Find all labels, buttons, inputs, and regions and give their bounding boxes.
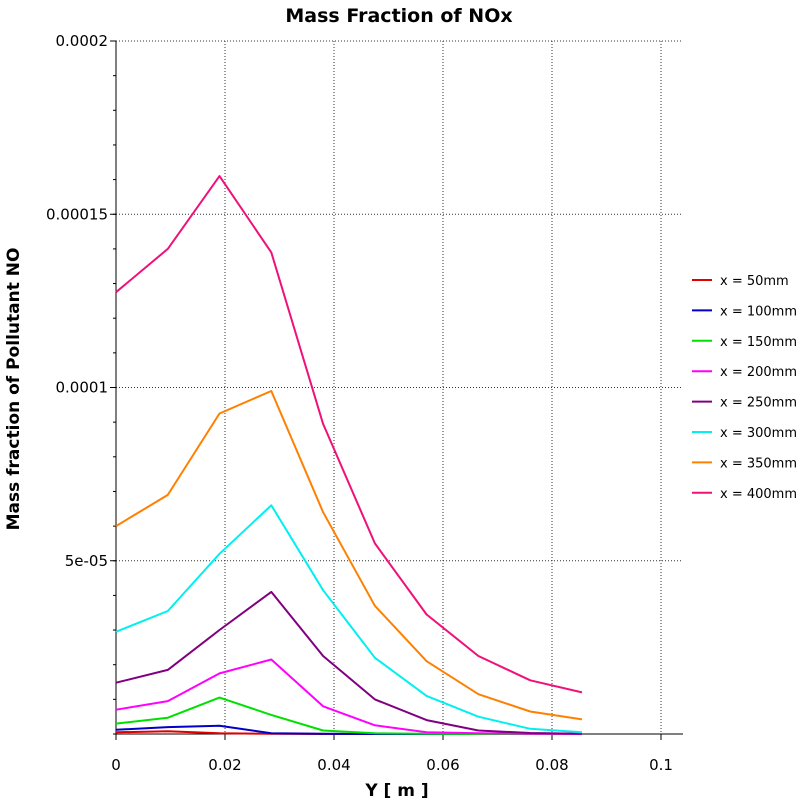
grid [115,40,683,734]
legend-label: x = 400mm [720,487,797,502]
x-tick-label: 0.02 [208,756,241,774]
legend-label: x = 200mm [720,365,797,380]
legend-label: x = 250mm [720,396,797,411]
legend-label: x = 150mm [720,335,797,350]
series-line-x-300mm [115,504,583,734]
x-tick-label: 0.06 [426,756,459,774]
series-line-x-200mm [115,658,583,735]
y-axis-label: Mass fraction of Pollutant NO [4,248,24,531]
x-tick-label: 0 [111,756,121,774]
axes: 0 0.02 0.04 0.06 0.08 0.1 0.0002 0.00015 0.0001 5… [46,32,683,774]
y-tick-label: 0.00015 [46,205,108,223]
y-tick-label: 5e-05 [65,552,108,570]
series-lines [115,175,583,735]
legend: x = 50mm x = 100mm x = 150mm x = 200mm x = 2… [692,274,797,502]
x-tick-label: 0.08 [535,756,568,774]
series-line-x-250mm [115,590,583,735]
y-tick-label: 0.0001 [56,379,109,397]
legend-label: x = 350mm [720,456,797,471]
series-line-x-400mm [115,175,583,694]
legend-label: x = 300mm [720,426,797,441]
x-axis-label: Y [ m ] [364,781,428,800]
series-line-x-350mm [115,390,583,721]
legend-label: x = 50mm [720,274,789,289]
x-tick-label: 0.04 [317,756,350,774]
x-tick-label: 0.1 [649,756,673,774]
legend-label: x = 100mm [720,304,797,319]
chart-title: Mass Fraction of NOx [285,5,512,27]
y-tick-label: 0.0002 [56,32,109,50]
